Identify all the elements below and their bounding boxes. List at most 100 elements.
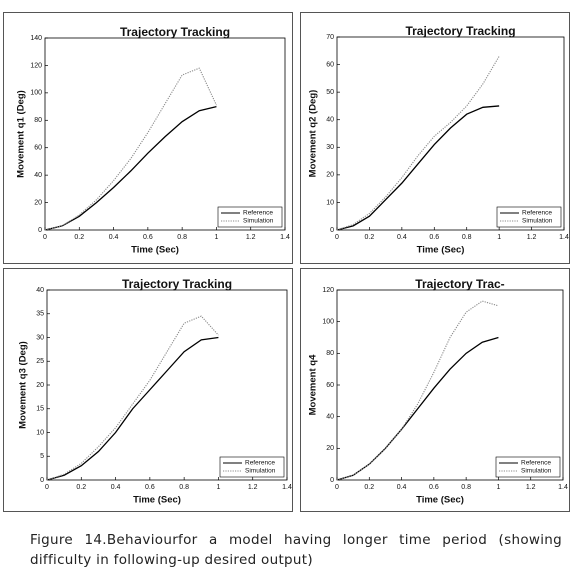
y-tick-label: 100 <box>322 319 334 326</box>
series-line <box>44 67 217 231</box>
legend-label: Simulation <box>243 218 274 225</box>
x-tick-label: 1.2 <box>526 484 536 491</box>
plot-area <box>336 289 564 481</box>
y-tick-label: 40 <box>36 287 44 294</box>
x-tick-label: 1 <box>216 484 220 491</box>
x-tick-label: 0.8 <box>179 484 189 491</box>
chart-title: Trajectory Tracking <box>405 24 515 38</box>
chart-panel: 0 0.2 0.4 0.6 0.8 1 1.2 1.4 0 5 10 15 20 25 30 35 40 Traj… <box>3 268 293 512</box>
y-tick-label: 10 <box>326 199 334 206</box>
legend-label: Reference <box>521 460 551 467</box>
x-tick-label: 0.6 <box>145 484 155 491</box>
y-tick-label: 80 <box>34 117 42 124</box>
x-tick-label: 1 <box>497 234 501 241</box>
series-line <box>336 300 499 481</box>
x-tick-label: 0.6 <box>429 484 439 491</box>
x-tick-label: 0.2 <box>365 234 375 241</box>
x-tick-label: 1.2 <box>248 484 258 491</box>
y-tick-label: 60 <box>326 61 334 68</box>
y-tick-label: 10 <box>36 429 44 436</box>
chart-title: Trajectory Tracking <box>122 277 232 291</box>
panel-border <box>3 12 293 264</box>
panel-border <box>300 12 570 264</box>
y-axis-label: Movement q4 <box>308 354 319 415</box>
legend-box <box>217 206 283 228</box>
y-tick-label: 20 <box>326 445 334 452</box>
legend-label: Reference <box>245 460 275 467</box>
x-tick-label: 1.4 <box>280 234 290 241</box>
x-tick-label: 0.4 <box>111 484 121 491</box>
x-tick-label: 0.2 <box>364 484 374 491</box>
plot-area <box>46 289 288 481</box>
y-tick-label: 30 <box>326 144 334 151</box>
x-tick-label: 0.8 <box>462 234 472 241</box>
y-tick-label: 0 <box>330 477 334 484</box>
y-tick-label: 0 <box>38 227 42 234</box>
chart-panel: 0 0.2 0.4 0.6 0.8 1 1.2 1.4 0 10 20 30 40 50 60 70 Traje… <box>300 12 570 264</box>
x-tick-label: 0.8 <box>177 234 187 241</box>
series-line <box>44 105 217 231</box>
x-tick-label: 0.2 <box>74 234 84 241</box>
x-tick-label: 0.4 <box>397 484 407 491</box>
x-axis-label: Time (Sec) <box>131 245 179 256</box>
y-tick-label: 0 <box>40 477 44 484</box>
y-axis-label: Movement q1 (Deg) <box>16 90 27 178</box>
x-tick-label: 1 <box>214 234 218 241</box>
x-tick-label: 0.8 <box>461 484 471 491</box>
x-tick-label: 0 <box>335 484 339 491</box>
y-tick-label: 15 <box>36 406 44 413</box>
x-tick-label: 0.6 <box>429 234 439 241</box>
y-tick-label: 40 <box>326 117 334 124</box>
x-tick-label: 1.4 <box>558 484 568 491</box>
y-tick-label: 140 <box>30 35 42 42</box>
y-tick-label: 5 <box>40 453 44 460</box>
chart-title: Trajectory Trac- <box>415 277 504 291</box>
legend-box <box>495 456 561 478</box>
x-axis-label: Time (Sec) <box>133 495 181 506</box>
panel-border <box>3 268 293 512</box>
x-tick-label: 0 <box>335 234 339 241</box>
y-tick-label: 40 <box>34 172 42 179</box>
legend-label: Simulation <box>245 468 276 475</box>
series-line <box>46 315 219 481</box>
x-axis-label: Time (Sec) <box>417 245 465 256</box>
legend-label: Reference <box>522 210 552 217</box>
y-tick-label: 35 <box>36 311 44 318</box>
chart-title: Trajectory Tracking <box>120 25 230 39</box>
legend-label: Simulation <box>522 218 553 225</box>
x-tick-label: 1.4 <box>559 234 569 241</box>
y-tick-label: 40 <box>326 414 334 421</box>
y-tick-label: 70 <box>326 34 334 41</box>
x-tick-label: 1.2 <box>527 234 537 241</box>
series-line <box>46 336 219 481</box>
y-tick-label: 120 <box>322 287 334 294</box>
legend-label: Reference <box>243 210 273 217</box>
legend-label: Simulation <box>521 468 552 475</box>
x-tick-label: 0.4 <box>397 234 407 241</box>
plot-area <box>336 36 565 231</box>
chart-panel: 0 0.2 0.4 0.6 0.8 1 1.2 1.4 0 20 40 60 80 100 120 140 Tr… <box>3 12 293 264</box>
legend-box <box>496 206 562 228</box>
y-tick-label: 60 <box>326 382 334 389</box>
figure-caption: Figure 14.Behaviourfor a model having lo… <box>30 532 562 568</box>
y-tick-label: 30 <box>36 334 44 341</box>
x-tick-label: 0.2 <box>76 484 86 491</box>
x-tick-label: 0.6 <box>143 234 153 241</box>
y-tick-label: 0 <box>330 227 334 234</box>
x-tick-label: 1.4 <box>282 484 292 491</box>
y-tick-label: 50 <box>326 89 334 96</box>
x-tick-label: 1 <box>496 484 500 491</box>
y-tick-label: 20 <box>36 382 44 389</box>
y-tick-label: 20 <box>326 172 334 179</box>
x-tick-label: 0.4 <box>109 234 119 241</box>
y-tick-label: 25 <box>36 358 44 365</box>
y-tick-label: 60 <box>34 145 42 152</box>
legend-box <box>219 456 285 478</box>
x-tick-label: 0 <box>45 484 49 491</box>
y-tick-label: 120 <box>30 62 42 69</box>
y-tick-label: 20 <box>34 199 42 206</box>
y-axis-label: Movement q3 (Deg) <box>18 341 29 429</box>
panel-border <box>300 268 570 512</box>
x-tick-label: 1.2 <box>246 234 256 241</box>
